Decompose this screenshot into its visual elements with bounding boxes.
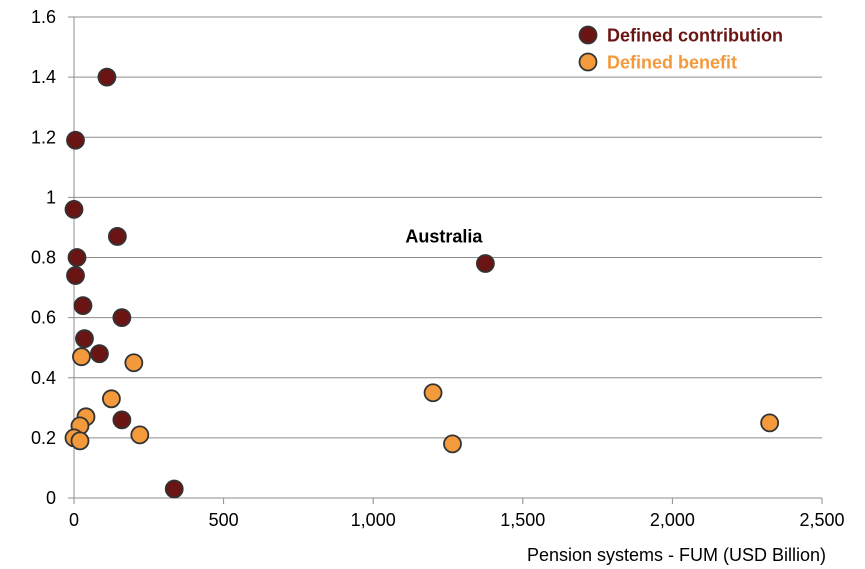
db-point xyxy=(130,425,150,445)
x-tick-label: 500 xyxy=(209,510,239,530)
dc-point xyxy=(97,67,117,87)
y-tick-label: 1 xyxy=(46,187,56,207)
dc-point xyxy=(475,254,495,273)
x-tick-label: 2,000 xyxy=(650,510,695,530)
x-tick-label: 0 xyxy=(69,510,79,530)
annotations: Australia xyxy=(405,227,483,247)
dc-point xyxy=(67,248,87,267)
legend-marker xyxy=(578,52,598,72)
annotation-label: Australia xyxy=(405,227,483,247)
db-point xyxy=(443,434,462,454)
y-tick-label: 1.2 xyxy=(31,127,56,147)
db-point xyxy=(760,413,780,433)
dc-point xyxy=(73,296,93,316)
db-point xyxy=(70,431,90,451)
x-tick-label: 2,500 xyxy=(799,510,844,530)
legend: Defined contribution Defined benefit xyxy=(578,25,783,73)
dc-point xyxy=(90,344,109,364)
x-axis-ticks: 0 500 1,000 1,500 2,000 2,500 xyxy=(69,498,845,530)
dc-point xyxy=(75,329,94,349)
dc-point xyxy=(66,130,85,150)
dc-point xyxy=(107,227,127,246)
y-tick-label: 0.2 xyxy=(31,428,56,448)
dc-point xyxy=(66,266,85,285)
y-tick-label: 0.4 xyxy=(31,368,56,388)
dc-point xyxy=(164,479,184,499)
db-point xyxy=(102,389,121,409)
dc-point xyxy=(112,410,132,430)
x-tick-label: 1,500 xyxy=(500,510,545,530)
db-point xyxy=(124,353,144,373)
legend-label: Defined benefit xyxy=(607,53,737,73)
y-tick-label: 0.6 xyxy=(31,308,56,328)
legend-marker xyxy=(578,25,598,45)
y-tick-label: 1.6 xyxy=(31,7,56,27)
y-tick-label: 0.8 xyxy=(31,248,56,268)
data-points xyxy=(64,67,780,499)
y-tick-label: 1.4 xyxy=(31,67,56,87)
gridlines xyxy=(74,16,822,439)
legend-label: Defined contribution xyxy=(607,26,783,46)
y-tick-label: 0 xyxy=(46,488,56,508)
x-axis-label: Pension systems - FUM (USD Billion) xyxy=(527,545,826,565)
db-point xyxy=(72,347,91,367)
db-point xyxy=(423,383,443,403)
x-tick-label: 1,000 xyxy=(351,510,396,530)
dc-point xyxy=(112,308,132,328)
dc-point xyxy=(64,199,84,219)
y-axis-ticks: 0 0.2 0.4 0.6 0.8 1 1.2 1.4 1.6 xyxy=(31,7,74,508)
